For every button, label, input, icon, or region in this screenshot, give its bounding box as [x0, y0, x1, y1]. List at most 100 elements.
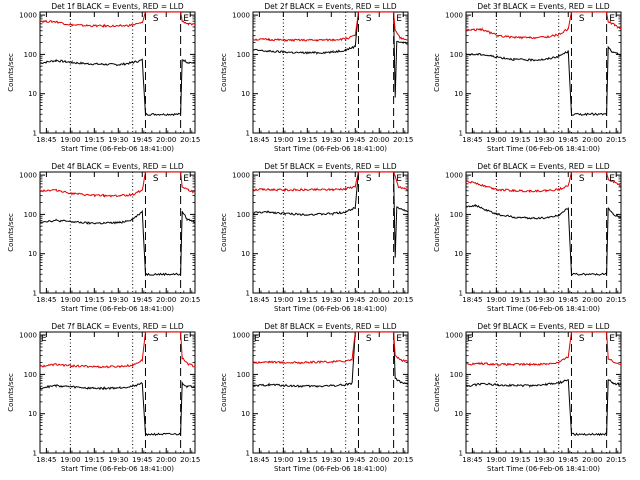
x-tick-label: 18:45: [249, 136, 269, 144]
interval-marker-label: E: [467, 334, 473, 344]
x-tick-label: 19:45: [558, 136, 578, 144]
x-tick-label: 19:00: [60, 296, 80, 304]
interval-marker-label: E: [396, 334, 402, 344]
y-tick-label: 10: [454, 250, 463, 258]
y-tick-label: 10: [454, 410, 463, 418]
y-tick-label: 100: [24, 51, 37, 59]
detector-panel: Det 6f BLACK = Events, RED = LLD 1 10 100 10…: [433, 162, 626, 313]
x-tick-label: 18:45: [462, 136, 482, 144]
interval-marker-label: S: [579, 334, 585, 344]
y-tick-label: 100: [237, 211, 250, 219]
x-tick-label: 19:30: [321, 136, 341, 144]
detector-panel: Det 4f BLACK = Events, RED = LLD 1 10 100 10…: [7, 162, 200, 313]
plot-frame: [252, 171, 409, 294]
interval-marker-label: E: [396, 174, 402, 184]
x-axis-label: Start Time (06-Feb-06 18:41:00): [61, 465, 174, 473]
y-axis-label: Counts/sec: [433, 213, 441, 252]
panel-title: Det 6f BLACK = Events, RED = LLD: [477, 162, 610, 171]
x-tick-label: 18:45: [249, 296, 269, 304]
lld-series-line: [40, 12, 195, 28]
x-axis-label: Start Time (06-Feb-06 18:41:00): [274, 145, 387, 153]
x-tick-label: 20:00: [156, 136, 176, 144]
interval-marker-label: S: [153, 174, 159, 184]
x-axis-label: Start Time (06-Feb-06 18:41:00): [487, 145, 600, 153]
plot-frame: [39, 331, 196, 454]
x-tick-label: 19:00: [273, 456, 293, 464]
events-series-line: [466, 379, 621, 437]
y-tick-label: 10: [241, 410, 250, 418]
detector-panel: Det 2f BLACK = Events, RED = LLD 1 10 100 10…: [220, 2, 413, 153]
y-tick-label: 1: [459, 450, 463, 458]
y-tick-label: 10: [241, 250, 250, 258]
events-series-line: [253, 172, 408, 258]
x-axis-label: Start Time (06-Feb-06 18:41:00): [487, 465, 600, 473]
interval-marker-label: E: [254, 334, 260, 344]
y-tick-label: 100: [24, 371, 37, 379]
events-series-line: [466, 204, 621, 277]
panel-title: Det 7f BLACK = Events, RED = LLD: [51, 322, 184, 331]
x-tick-label: 18:45: [462, 296, 482, 304]
interval-marker-label: S: [366, 14, 372, 24]
panel-title: Det 2f BLACK = Events, RED = LLD: [264, 2, 397, 11]
x-axis-label: Start Time (06-Feb-06 18:41:00): [274, 305, 387, 313]
plot-frame: [465, 171, 622, 294]
x-tick-label: 20:00: [582, 456, 602, 464]
plot-frame: [252, 331, 409, 454]
x-tick-label: 19:30: [534, 136, 554, 144]
x-tick-label: 19:15: [84, 136, 104, 144]
x-tick-label: 19:15: [510, 296, 530, 304]
panel-title: Det 4f BLACK = Events, RED = LLD: [51, 162, 184, 171]
plot-frame: [252, 11, 409, 134]
interval-marker-label: S: [153, 334, 159, 344]
x-tick-label: 19:30: [108, 296, 128, 304]
x-tick-label: 19:15: [297, 136, 317, 144]
lld-series-line: [253, 172, 408, 193]
y-axis-label: Counts/sec: [433, 53, 441, 92]
y-tick-label: 1000: [19, 332, 37, 340]
lld-series-line: [466, 12, 621, 40]
y-tick-label: 1000: [19, 12, 37, 20]
y-axis-label: Counts/sec: [7, 373, 15, 412]
x-tick-label: 19:15: [297, 456, 317, 464]
x-axis-label: Start Time (06-Feb-06 18:41:00): [61, 145, 174, 153]
x-tick-label: 19:30: [534, 456, 554, 464]
x-tick-label: 19:15: [84, 456, 104, 464]
plot-frame: [465, 331, 622, 454]
x-tick-label: 19:30: [108, 136, 128, 144]
events-series-line: [253, 332, 408, 388]
x-tick-label: 19:00: [60, 456, 80, 464]
y-axis-label: Counts/sec: [220, 53, 228, 92]
x-tick-label: 19:45: [132, 456, 152, 464]
x-tick-label: 20:00: [582, 296, 602, 304]
y-tick-label: 1000: [445, 172, 463, 180]
x-tick-label: 19:45: [345, 456, 365, 464]
x-tick-label: 19:30: [108, 456, 128, 464]
x-tick-label: 19:45: [558, 296, 578, 304]
x-tick-label: 20:15: [393, 136, 413, 144]
panel-title: Det 8f BLACK = Events, RED = LLD: [264, 322, 397, 331]
interval-marker-label: E: [396, 14, 402, 24]
lld-series-line: [253, 12, 408, 43]
plot-frame: [465, 11, 622, 134]
x-tick-label: 19:00: [486, 456, 506, 464]
x-tick-label: 20:00: [369, 136, 389, 144]
y-tick-label: 100: [24, 211, 37, 219]
y-axis-label: Counts/sec: [433, 373, 441, 412]
y-tick-label: 1: [246, 290, 250, 298]
x-tick-label: 18:45: [36, 136, 56, 144]
x-axis-label: Start Time (06-Feb-06 18:41:00): [61, 305, 174, 313]
interval-marker-label: E: [609, 14, 615, 24]
x-tick-label: 19:00: [486, 296, 506, 304]
x-tick-label: 19:30: [321, 456, 341, 464]
x-tick-label: 18:45: [249, 456, 269, 464]
y-axis-label: Counts/sec: [220, 213, 228, 252]
events-series-line: [40, 58, 195, 117]
x-tick-label: 20:15: [606, 456, 626, 464]
interval-marker-label: E: [41, 334, 47, 344]
x-tick-label: 20:15: [180, 456, 200, 464]
interval-marker-label: E: [183, 174, 189, 184]
detector-panel: Det 1f BLACK = Events, RED = LLD 1 10 100 10…: [7, 2, 200, 153]
x-tick-label: 19:45: [132, 296, 152, 304]
x-tick-label: 20:15: [180, 296, 200, 304]
